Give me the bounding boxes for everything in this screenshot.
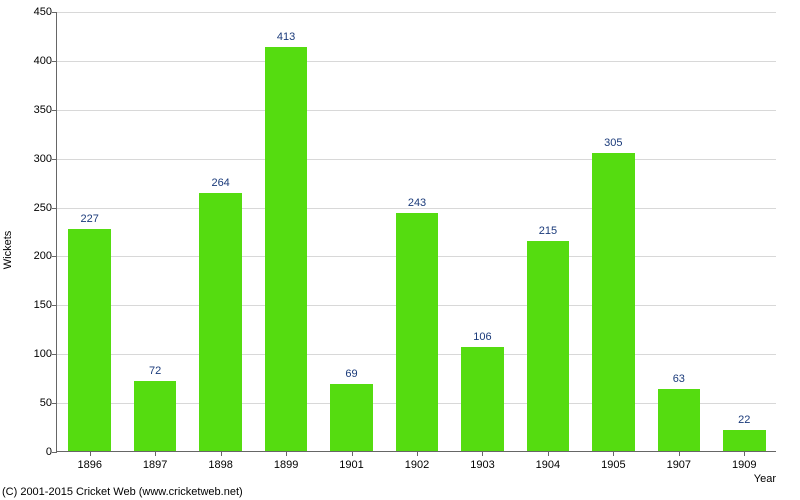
x-tick-mark — [286, 451, 287, 456]
x-tick-label: 1901 — [339, 459, 363, 471]
x-tick-label: 1902 — [405, 459, 429, 471]
x-axis-title: Year — [754, 473, 776, 485]
x-tick-mark — [90, 451, 91, 456]
x-tick-mark — [155, 451, 156, 456]
bar — [134, 381, 177, 451]
bar-value-label: 215 — [539, 225, 557, 237]
x-tick-label: 1903 — [470, 459, 494, 471]
y-tick-label: 300 — [4, 153, 52, 165]
y-tick-mark — [52, 61, 57, 62]
x-tick-label: 1898 — [208, 459, 232, 471]
y-tick-label: 450 — [4, 6, 52, 18]
bar-value-label: 227 — [81, 213, 99, 225]
bar — [592, 153, 635, 451]
x-tick-mark — [221, 451, 222, 456]
bar — [527, 241, 570, 451]
copyright-text: (C) 2001-2015 Cricket Web (www.cricketwe… — [2, 486, 243, 498]
x-tick-label: 1896 — [77, 459, 101, 471]
y-tick-mark — [52, 256, 57, 257]
x-tick-label: 1904 — [536, 459, 560, 471]
y-tick-mark — [52, 110, 57, 111]
bar — [199, 193, 242, 451]
x-tick-mark — [482, 451, 483, 456]
x-tick-label: 1909 — [732, 459, 756, 471]
bar — [396, 213, 439, 451]
y-tick-label: 150 — [4, 299, 52, 311]
bar-value-label: 305 — [604, 137, 622, 149]
bar-value-label: 22 — [738, 414, 750, 426]
y-tick-mark — [52, 159, 57, 160]
x-tick-mark — [613, 451, 614, 456]
chart-container: 227 1896 72 1897 264 1898 413 1899 69 1901 243 1902… — [0, 0, 800, 500]
y-gridline — [57, 159, 776, 160]
bar-value-label: 413 — [277, 31, 295, 43]
y-tick-label: 200 — [4, 250, 52, 262]
bar — [658, 389, 701, 451]
x-tick-mark — [417, 451, 418, 456]
bar-value-label: 69 — [345, 368, 357, 380]
y-tick-label: 50 — [4, 397, 52, 409]
y-tick-mark — [52, 305, 57, 306]
y-gridline — [57, 12, 776, 13]
y-tick-mark — [52, 452, 57, 453]
bar-value-label: 63 — [673, 373, 685, 385]
bar — [265, 47, 308, 451]
y-tick-mark — [52, 12, 57, 13]
bar-value-label: 72 — [149, 365, 161, 377]
y-tick-label: 250 — [4, 202, 52, 214]
bar — [68, 229, 111, 451]
x-tick-mark — [744, 451, 745, 456]
y-tick-mark — [52, 208, 57, 209]
x-tick-label: 1905 — [601, 459, 625, 471]
x-tick-label: 1907 — [667, 459, 691, 471]
y-gridline — [57, 110, 776, 111]
y-gridline — [57, 61, 776, 62]
bar — [330, 384, 373, 451]
y-tick-label: 350 — [4, 104, 52, 116]
plot-area: 2271896721897264189841318996919012431902… — [56, 12, 776, 452]
y-tick-mark — [52, 403, 57, 404]
y-tick-label: 400 — [4, 55, 52, 67]
x-tick-mark — [352, 451, 353, 456]
x-tick-mark — [548, 451, 549, 456]
x-tick-label: 1899 — [274, 459, 298, 471]
bar — [723, 430, 766, 452]
y-tick-label: 0 — [4, 446, 52, 458]
y-tick-label: 100 — [4, 348, 52, 360]
bar-value-label: 264 — [211, 177, 229, 189]
bar-value-label: 243 — [408, 197, 426, 209]
x-tick-label: 1897 — [143, 459, 167, 471]
x-tick-mark — [679, 451, 680, 456]
y-tick-mark — [52, 354, 57, 355]
bar-value-label: 106 — [473, 331, 491, 343]
bar — [461, 347, 504, 451]
